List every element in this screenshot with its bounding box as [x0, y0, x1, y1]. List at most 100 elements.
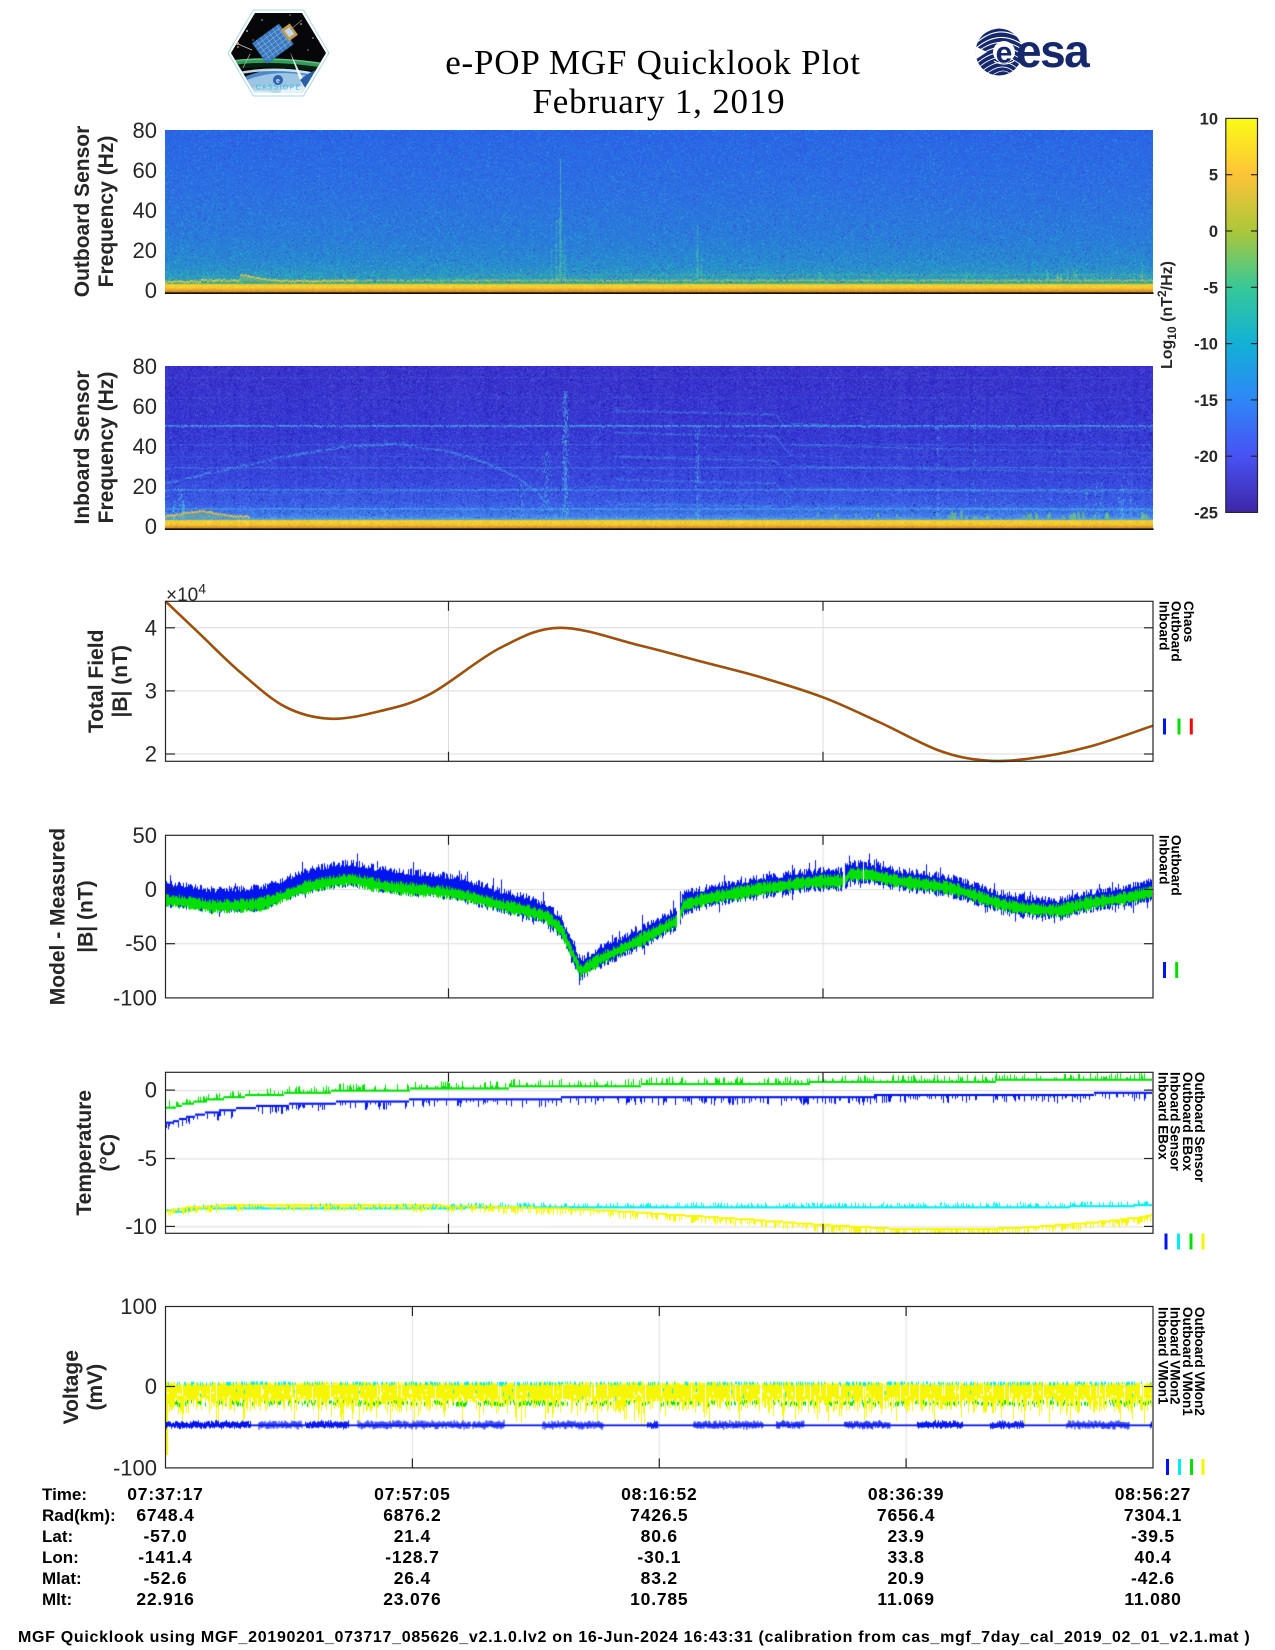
svg-text:21.4: 21.4 [394, 1526, 431, 1546]
svg-text:07:37:17: 07:37:17 [127, 1484, 203, 1504]
svg-text:11.080: 11.080 [1124, 1589, 1181, 1609]
svg-text:Inboard VMon2: Inboard VMon2 [1168, 1307, 1183, 1405]
svg-text:-57.0: -57.0 [144, 1526, 188, 1546]
svg-text:7656.4: 7656.4 [877, 1505, 935, 1525]
svg-text:e-POP MGF Quicklook Plot: e-POP MGF Quicklook Plot [445, 43, 861, 82]
svg-text:Model - Measured: Model - Measured [47, 828, 70, 1005]
svg-text:5: 5 [1209, 167, 1218, 185]
svg-text:Temperature: Temperature [73, 1090, 96, 1216]
svg-text:Outboard EBox: Outboard EBox [1180, 1072, 1195, 1171]
svg-text:50: 50 [133, 823, 157, 848]
svg-text:22.916: 22.916 [136, 1589, 194, 1609]
svg-text:26.4: 26.4 [394, 1568, 431, 1588]
svg-text:-30.1: -30.1 [637, 1547, 681, 1567]
svg-text:23.9: 23.9 [887, 1526, 924, 1546]
svg-text:7426.5: 7426.5 [630, 1505, 688, 1525]
svg-text:60: 60 [133, 394, 157, 419]
svg-text:Inboard VMon1: Inboard VMon1 [1156, 1307, 1171, 1405]
svg-text:-52.6: -52.6 [144, 1568, 188, 1588]
svg-text:80: 80 [133, 354, 157, 379]
svg-text:Time:: Time: [42, 1485, 87, 1504]
svg-text:Outboard Sensor: Outboard Sensor [1192, 1072, 1207, 1183]
svg-text:e: e [996, 37, 1013, 70]
svg-text:-10: -10 [1194, 336, 1218, 354]
svg-text:20: 20 [133, 474, 157, 499]
svg-text:10: 10 [1200, 110, 1218, 128]
svg-text:Inboard EBox: Inboard EBox [1156, 1072, 1171, 1160]
svg-text:07:57:05: 07:57:05 [374, 1484, 450, 1504]
svg-text:20.9: 20.9 [887, 1568, 924, 1588]
svg-text:2: 2 [145, 742, 157, 767]
svg-text:-42.6: -42.6 [1131, 1568, 1175, 1588]
svg-text:(mV): (mV) [84, 1364, 107, 1411]
svg-text:4: 4 [145, 615, 157, 640]
svg-text:×104: ×104 [166, 581, 206, 607]
svg-text:100: 100 [120, 1294, 157, 1319]
svg-text:40.4: 40.4 [1134, 1547, 1171, 1567]
svg-text:-15: -15 [1194, 392, 1218, 410]
svg-text:10.785: 10.785 [630, 1589, 688, 1609]
svg-text:33.8: 33.8 [887, 1547, 924, 1567]
svg-text:0: 0 [145, 514, 157, 539]
svg-text:-5: -5 [1203, 279, 1218, 297]
svg-text:11.069: 11.069 [877, 1589, 934, 1609]
svg-text:-5: -5 [137, 1146, 157, 1171]
svg-text:MGF Quicklook using MGF_201902: MGF Quicklook using MGF_20190201_073717_… [18, 1629, 1250, 1646]
svg-text:Rad(km):: Rad(km): [42, 1506, 116, 1525]
svg-text:-20: -20 [1194, 448, 1218, 466]
svg-text:e: e [276, 78, 280, 85]
svg-text:40: 40 [133, 434, 157, 459]
svg-text:-50: -50 [125, 931, 157, 956]
svg-text:08:16:52: 08:16:52 [621, 1484, 697, 1504]
svg-text:Mlat:: Mlat: [42, 1569, 82, 1588]
svg-text:Inboard Sensor: Inboard Sensor [71, 370, 94, 524]
svg-text:-25: -25 [1194, 504, 1218, 522]
svg-text:Log10 (nT2/Hz): Log10 (nT2/Hz) [1155, 261, 1179, 369]
svg-text:-128.7: -128.7 [385, 1547, 439, 1567]
svg-text:60: 60 [133, 158, 157, 183]
svg-text:0: 0 [1209, 223, 1218, 241]
svg-text:February 1, 2019: February 1, 2019 [533, 82, 786, 121]
svg-text:Voltage: Voltage [60, 1350, 83, 1424]
svg-text:Outboard: Outboard [1169, 835, 1184, 896]
svg-text:Lat:: Lat: [42, 1527, 73, 1546]
svg-text:Frequency (Hz): Frequency (Hz) [95, 372, 118, 524]
svg-text:83.2: 83.2 [641, 1568, 678, 1588]
svg-text:-100: -100 [113, 1455, 157, 1480]
svg-text:Lon:: Lon: [42, 1548, 79, 1567]
svg-text:Inboard: Inboard [1157, 835, 1172, 885]
svg-text:0: 0 [145, 877, 157, 902]
svg-text:0: 0 [145, 278, 157, 303]
svg-text:-39.5: -39.5 [1131, 1526, 1175, 1546]
svg-text:Outboard VMon1: Outboard VMon1 [1180, 1307, 1195, 1416]
svg-text:Inboard Sensor: Inboard Sensor [1168, 1072, 1183, 1172]
svg-text:Frequency (Hz): Frequency (Hz) [95, 136, 118, 288]
svg-text:Inboard: Inboard [1157, 601, 1172, 651]
svg-text:-10: -10 [125, 1214, 157, 1239]
svg-text:80.6: 80.6 [641, 1526, 678, 1546]
svg-text:esa: esa [1016, 25, 1090, 77]
svg-text:6876.2: 6876.2 [383, 1505, 441, 1525]
svg-text:Outboard: Outboard [1169, 601, 1184, 662]
svg-text:|B| (nT): |B| (nT) [75, 880, 98, 952]
svg-text:7304.1: 7304.1 [1124, 1505, 1182, 1525]
svg-text:0: 0 [145, 1374, 157, 1399]
svg-text:Mlt:: Mlt: [42, 1590, 72, 1609]
svg-text:40: 40 [133, 198, 157, 223]
svg-text:08:36:39: 08:36:39 [868, 1484, 944, 1504]
svg-text:CASSIOPE: CASSIOPE [256, 85, 301, 92]
svg-text:|B| (nT): |B| (nT) [109, 645, 132, 717]
svg-text:23.076: 23.076 [383, 1589, 441, 1609]
svg-text:(°C): (°C) [97, 1134, 120, 1172]
svg-text:80: 80 [133, 118, 157, 143]
svg-text:-100: -100 [113, 985, 157, 1010]
svg-text:6748.4: 6748.4 [136, 1505, 194, 1525]
svg-text:-141.4: -141.4 [138, 1547, 192, 1567]
svg-text:Total Field: Total Field [85, 630, 108, 733]
svg-text:Outboard Sensor: Outboard Sensor [71, 126, 94, 298]
svg-text:3: 3 [145, 678, 157, 703]
svg-text:0: 0 [145, 1078, 157, 1103]
svg-text:20: 20 [133, 238, 157, 263]
svg-text:Outboard VMon2: Outboard VMon2 [1192, 1307, 1207, 1416]
svg-text:08:56:27: 08:56:27 [1115, 1484, 1191, 1504]
